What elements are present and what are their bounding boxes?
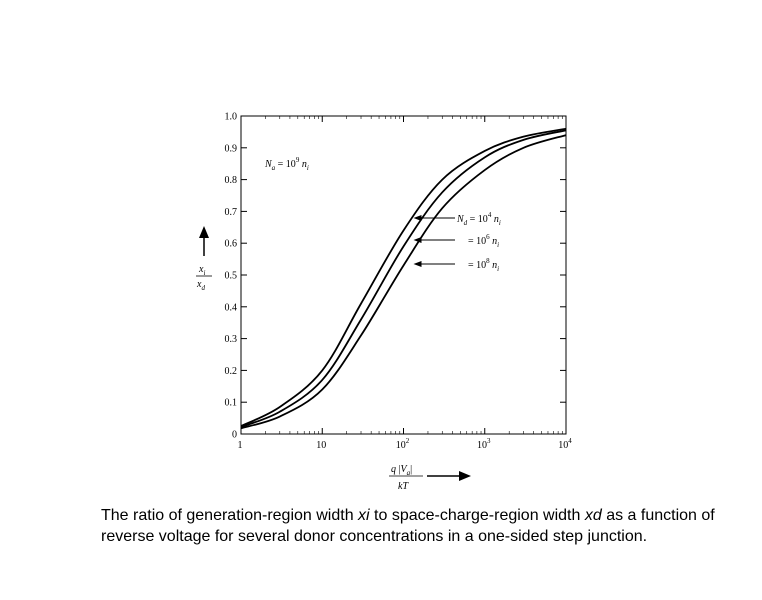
x-tick-mantissa: 1 xyxy=(238,440,243,451)
y-tick-label: 0 xyxy=(232,430,237,441)
x-tick-exponent: 2 xyxy=(406,437,410,445)
x-tick-exponent: 3 xyxy=(487,437,491,445)
x-axis-label: q |Va| kT xyxy=(389,464,471,492)
x-tick-mantissa: 10 xyxy=(477,440,487,451)
y-tick-label: 0.4 xyxy=(225,302,238,313)
x-tick-mantissa: 10 xyxy=(396,440,406,451)
y-tick-label: 0.5 xyxy=(225,271,238,282)
series-label-exp: 8 xyxy=(486,257,490,265)
caption-xi: xi xyxy=(358,507,370,524)
series-0-leader-arrowhead xyxy=(413,215,422,221)
caption-xd: xd xyxy=(584,507,602,524)
y-tick-label: 0.3 xyxy=(225,334,238,345)
series-1-line xyxy=(240,129,567,428)
x-tick-label: 103 xyxy=(477,437,491,451)
caption-part3: as a function of reverse voltage for sev… xyxy=(101,507,715,545)
series-label-tail-sub: i xyxy=(497,241,499,249)
series-label-tail: n xyxy=(490,260,498,271)
series-label-eq: = 10 xyxy=(467,214,488,225)
x-axis-arrowhead xyxy=(459,471,471,481)
x-tick-mantissa: 10 xyxy=(558,440,568,451)
series-1-label: = 106 ni xyxy=(468,233,499,249)
series-label-prefix-sub: d xyxy=(464,219,468,227)
y-tick-label: 0.7 xyxy=(225,207,238,218)
chart: 00.10.20.30.40.50.60.70.80.91.01 10 102 103… xyxy=(196,112,573,492)
y-tick-label: 0.1 xyxy=(225,398,238,409)
series-2-leader-arrowhead xyxy=(413,261,422,267)
series-1-leader-arrowhead xyxy=(413,237,422,243)
caption-part1: The ratio of generation-region width xyxy=(101,507,359,524)
y-tick-label: 0.8 xyxy=(225,175,238,186)
x-tick-label: 102 xyxy=(396,437,410,451)
series-label-tail: n xyxy=(491,214,499,225)
series-0-line xyxy=(240,127,567,427)
y-axis-label-den: xd xyxy=(196,279,205,292)
series-label-eq: = 10 xyxy=(468,236,486,247)
series-0-label: Nd = 104 ni xyxy=(456,211,501,227)
x-tick-label: 104 xyxy=(558,437,572,451)
series-2-line xyxy=(240,134,567,430)
series-label-tail-sub: i xyxy=(497,265,499,273)
series-label-prefix: N xyxy=(456,214,465,225)
ticks: 00.10.20.30.40.50.60.70.80.91.01 10 102 103… xyxy=(225,112,573,452)
x-tick-mantissa: 10 xyxy=(316,440,326,451)
x-axis-label-den: kT xyxy=(398,481,409,492)
series-label-tail: n xyxy=(490,236,498,247)
series-label-eq: = 10 xyxy=(468,260,486,271)
y-tick-label: 0.6 xyxy=(225,239,238,250)
y-axis-arrowhead xyxy=(199,226,209,238)
x-axis-label-num: q |Va| xyxy=(391,464,412,477)
series-2-label: = 108 ni xyxy=(468,257,499,273)
series-label-exp: 6 xyxy=(486,233,490,241)
y-axis-label-num: xi xyxy=(198,264,205,277)
caption-part2: to space-charge-region width xyxy=(369,507,585,524)
figure-caption: The ratio of generation-region width xi … xyxy=(101,505,726,547)
x-tick-label: 10 xyxy=(316,440,326,451)
series-label-exp: 4 xyxy=(488,211,492,219)
x-tick-label: 1 xyxy=(238,440,243,451)
series-label-tail-sub: i xyxy=(499,219,501,227)
annotation-na: Na = 109 ni xyxy=(264,156,309,172)
y-axis-label: xi xd xyxy=(196,226,212,292)
x-tick-exponent: 4 xyxy=(568,437,572,445)
y-tick-label: 0.9 xyxy=(225,143,238,154)
curves xyxy=(240,127,567,430)
series-labels: Nd = 104 ni= 106 ni= 108 ni xyxy=(413,211,501,273)
y-tick-label: 0.2 xyxy=(225,366,238,377)
y-tick-label: 1.0 xyxy=(225,112,238,123)
